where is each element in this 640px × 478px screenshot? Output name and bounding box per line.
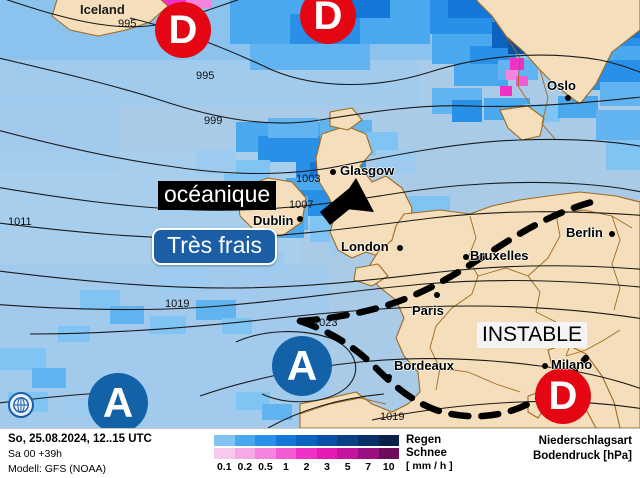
legend-swatch-8 xyxy=(378,448,400,459)
legend-tick-labels: 0.1 0.2 0.5 1 2 3 5 7 10 xyxy=(214,461,399,475)
pressure-marker-high[interactable]: A xyxy=(272,336,332,396)
snow-legend-row: Schnee xyxy=(214,447,447,459)
map-canvas xyxy=(0,0,640,428)
legend-swatch-2 xyxy=(255,448,276,459)
legend-swatch-1 xyxy=(234,435,256,446)
footer-meta: So, 25.08.2024, 12..15 UTC Sa 00 +39h Mo… xyxy=(8,432,152,477)
legend-tick: 0.1 xyxy=(216,461,232,473)
legend-swatch-4 xyxy=(296,448,317,459)
legend-swatch-7 xyxy=(357,448,379,459)
legend-swatch-5 xyxy=(316,448,338,459)
legend-swatch-8 xyxy=(378,435,400,446)
legend-swatch-0 xyxy=(214,448,235,459)
legend-tick: 0.2 xyxy=(237,461,253,473)
legend-swatch-2 xyxy=(255,435,276,446)
city-dot xyxy=(386,374,392,380)
rain-color-bar xyxy=(214,435,400,446)
footer-model: Modell: GFS (NOAA) xyxy=(8,463,107,475)
isobar-label: 1019 xyxy=(380,411,405,423)
rain-legend-row: Regen xyxy=(214,434,441,446)
pressure-marker-high[interactable]: A xyxy=(88,373,148,428)
isobar-label: 1003 xyxy=(296,173,321,185)
city-label-paris: Paris xyxy=(412,303,444,318)
legend-swatch-0 xyxy=(214,435,235,446)
legend-swatch-4 xyxy=(296,435,317,446)
city-label-london: London xyxy=(341,239,389,254)
isobar-label: 1019 xyxy=(165,298,190,310)
isobar-label: 1011 xyxy=(8,216,32,228)
legend-tick: 0.5 xyxy=(258,461,273,473)
city-dot xyxy=(609,231,615,237)
flow-arrow-icon xyxy=(320,178,374,225)
precip-type-label: Niederschlagsart xyxy=(538,435,632,447)
city-dot xyxy=(297,216,303,222)
legend-tick: 2 xyxy=(303,461,310,473)
rain-legend-label: Regen xyxy=(406,434,442,446)
legend-tick: 1 xyxy=(283,461,289,473)
legend-tick: 10 xyxy=(382,461,395,473)
city-dot xyxy=(542,363,548,369)
globe-icon[interactable] xyxy=(8,392,34,418)
isobar-label: 999 xyxy=(204,115,223,127)
city-label-bruxelles: Bruxelles xyxy=(470,248,529,263)
legend-swatch-3 xyxy=(275,448,297,459)
legend-swatch-6 xyxy=(337,448,358,459)
pressure-marker-low[interactable]: D xyxy=(155,2,211,58)
isobar-label: 1023 xyxy=(313,317,338,329)
isobar-label: 995 xyxy=(196,70,215,82)
city-label-glasgow: Glasgow xyxy=(340,163,395,178)
isobar-label: 995 xyxy=(118,18,137,30)
city-dot xyxy=(397,245,403,251)
legend-tick: 3 xyxy=(324,461,330,473)
legend-right-labels: Niederschlagsart Bodendruck [hPa] xyxy=(533,434,632,464)
annotation-oceanique: océanique xyxy=(158,181,277,210)
legend-unit-label: [ mm / h ] xyxy=(406,460,453,472)
city-label-oslo: Oslo xyxy=(547,78,576,93)
legend-swatch-7 xyxy=(357,435,379,446)
legend-swatch-6 xyxy=(337,435,358,446)
region-label-iceland: Iceland xyxy=(80,2,125,17)
legend-swatch-1 xyxy=(234,448,256,459)
city-dot xyxy=(330,169,336,175)
city-dot xyxy=(434,292,440,298)
snow-legend-label: Schnee xyxy=(406,447,447,459)
pressure-marker-low[interactable]: D xyxy=(300,0,356,44)
city-label-dublin: Dublin xyxy=(253,213,294,228)
annotation-tres-frais: Très frais xyxy=(152,228,277,265)
legend-swatch-5 xyxy=(316,435,338,446)
globe-glyph xyxy=(13,397,29,413)
legend-swatch-3 xyxy=(275,435,297,446)
footer-run: Sa 00 +39h xyxy=(8,448,63,460)
annotation-instable: INSTABLE xyxy=(477,322,587,349)
pressure-marker-low[interactable]: D xyxy=(535,368,591,424)
footer-bar: So, 25.08.2024, 12..15 UTC Sa 00 +39h Mo… xyxy=(0,428,640,478)
precipitation-legend: Regen Schnee 0.1 0.2 0.5 1 2 3 5 7 10 [ mm / h ] xyxy=(214,434,453,475)
snow-color-bar xyxy=(214,448,400,459)
city-label-bordeaux: Bordeaux xyxy=(394,358,454,373)
city-label-berlin: Berlin xyxy=(566,225,603,240)
isobar-label: 1007 xyxy=(289,199,314,211)
city-label-milano: Milano xyxy=(551,357,593,372)
legend-tick: 5 xyxy=(344,461,351,473)
legend-tick: 7 xyxy=(365,461,372,473)
weather-map[interactable]: Iceland 995 995 999 1003 1007 1011 1019 … xyxy=(0,0,640,428)
pressure-unit-label: Bodendruck [hPa] xyxy=(532,450,632,462)
city-dot xyxy=(463,254,469,260)
city-dot xyxy=(565,95,571,101)
footer-datetime: So, 25.08.2024, 12..15 UTC xyxy=(8,433,152,445)
